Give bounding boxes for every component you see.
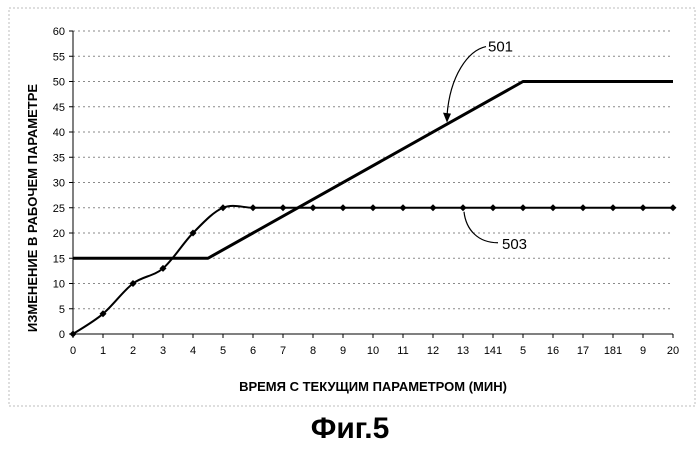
x-tick-label: 9	[340, 345, 346, 357]
x-tick-labels: 01234567891011121314151617181920	[70, 345, 679, 357]
x-tick-label: 4	[190, 345, 196, 357]
series-503-marker	[490, 204, 497, 211]
y-tick-label: 25	[53, 203, 65, 215]
x-axis-label: ВРЕМЯ С ТЕКУЩИМ ПАРАМЕТРОМ (МИН)	[239, 379, 507, 394]
y-tick-label: 55	[53, 51, 65, 63]
series-503-marker	[520, 204, 527, 211]
series-503-marker	[340, 204, 347, 211]
series-503-marker	[640, 204, 647, 211]
x-tick-label: 3	[160, 345, 166, 357]
series-503-marker	[280, 204, 287, 211]
x-tick-label: 16	[547, 345, 559, 357]
series-layer	[70, 82, 677, 338]
x-tick-label: 7	[280, 345, 286, 357]
x-tick-label: 6	[250, 345, 256, 357]
x-tick-label: 17	[577, 345, 589, 357]
x-tick-label: 11	[397, 345, 408, 357]
series-503-marker	[670, 204, 677, 211]
series-503-marker	[580, 204, 587, 211]
series-503-marker	[310, 204, 317, 211]
y-tick-label: 0	[59, 329, 65, 341]
callout-503-leader	[464, 212, 498, 243]
y-tick-label: 20	[53, 228, 65, 240]
y-tick-label: 60	[53, 26, 65, 38]
y-tick-label: 35	[53, 152, 65, 164]
y-axis-label: ИЗМЕНЕНИЕ В РАБОЧЕМ ПАРАМЕТРЕ	[25, 84, 40, 332]
y-tick-label: 40	[53, 127, 65, 139]
y-tick-label: 15	[53, 253, 65, 265]
x-tick-label: 2	[130, 345, 136, 357]
x-tick-label: 0	[70, 345, 76, 357]
series-503-marker	[460, 204, 467, 211]
x-tick-label: 20	[667, 345, 679, 357]
y-tick-label: 50	[53, 77, 65, 89]
x-tick-label: 1	[100, 345, 106, 357]
callout-503-label: 503	[502, 236, 527, 253]
x-tick-label: 5	[520, 345, 526, 357]
y-tick-label: 45	[53, 102, 65, 114]
series-503-marker	[430, 204, 437, 211]
figure-caption: Фиг.5	[0, 412, 700, 446]
y-tick-label: 5	[59, 304, 65, 316]
x-tick-label: 141	[484, 345, 502, 357]
y-tick-labels: 0 5 10 15 20 25 30 35 40 45 50 55 60	[53, 26, 65, 341]
callouts: 501 503	[443, 39, 527, 253]
series-503-marker	[550, 204, 557, 211]
x-tick-label: 8	[310, 345, 316, 357]
y-tick-label: 10	[53, 279, 65, 291]
x-tick-label: 12	[427, 345, 439, 357]
series-503-marker	[250, 204, 257, 211]
chart: 051015202530354045505560 012345678910111…	[0, 0, 700, 410]
x-tick-label: 13	[457, 345, 469, 357]
series-503-marker	[220, 204, 227, 211]
x-tick-label: 5	[220, 345, 226, 357]
series-501-line	[73, 82, 673, 259]
x-tick-label: 181	[604, 345, 622, 357]
axes	[69, 31, 673, 338]
series-503-marker	[610, 204, 617, 211]
x-tick-label: 9	[640, 345, 646, 357]
series-503-marker	[370, 204, 377, 211]
x-tick-label: 10	[367, 345, 379, 357]
series-503-marker	[400, 204, 407, 211]
y-tick-label: 30	[53, 178, 65, 190]
callout-501-label: 501	[488, 39, 513, 56]
